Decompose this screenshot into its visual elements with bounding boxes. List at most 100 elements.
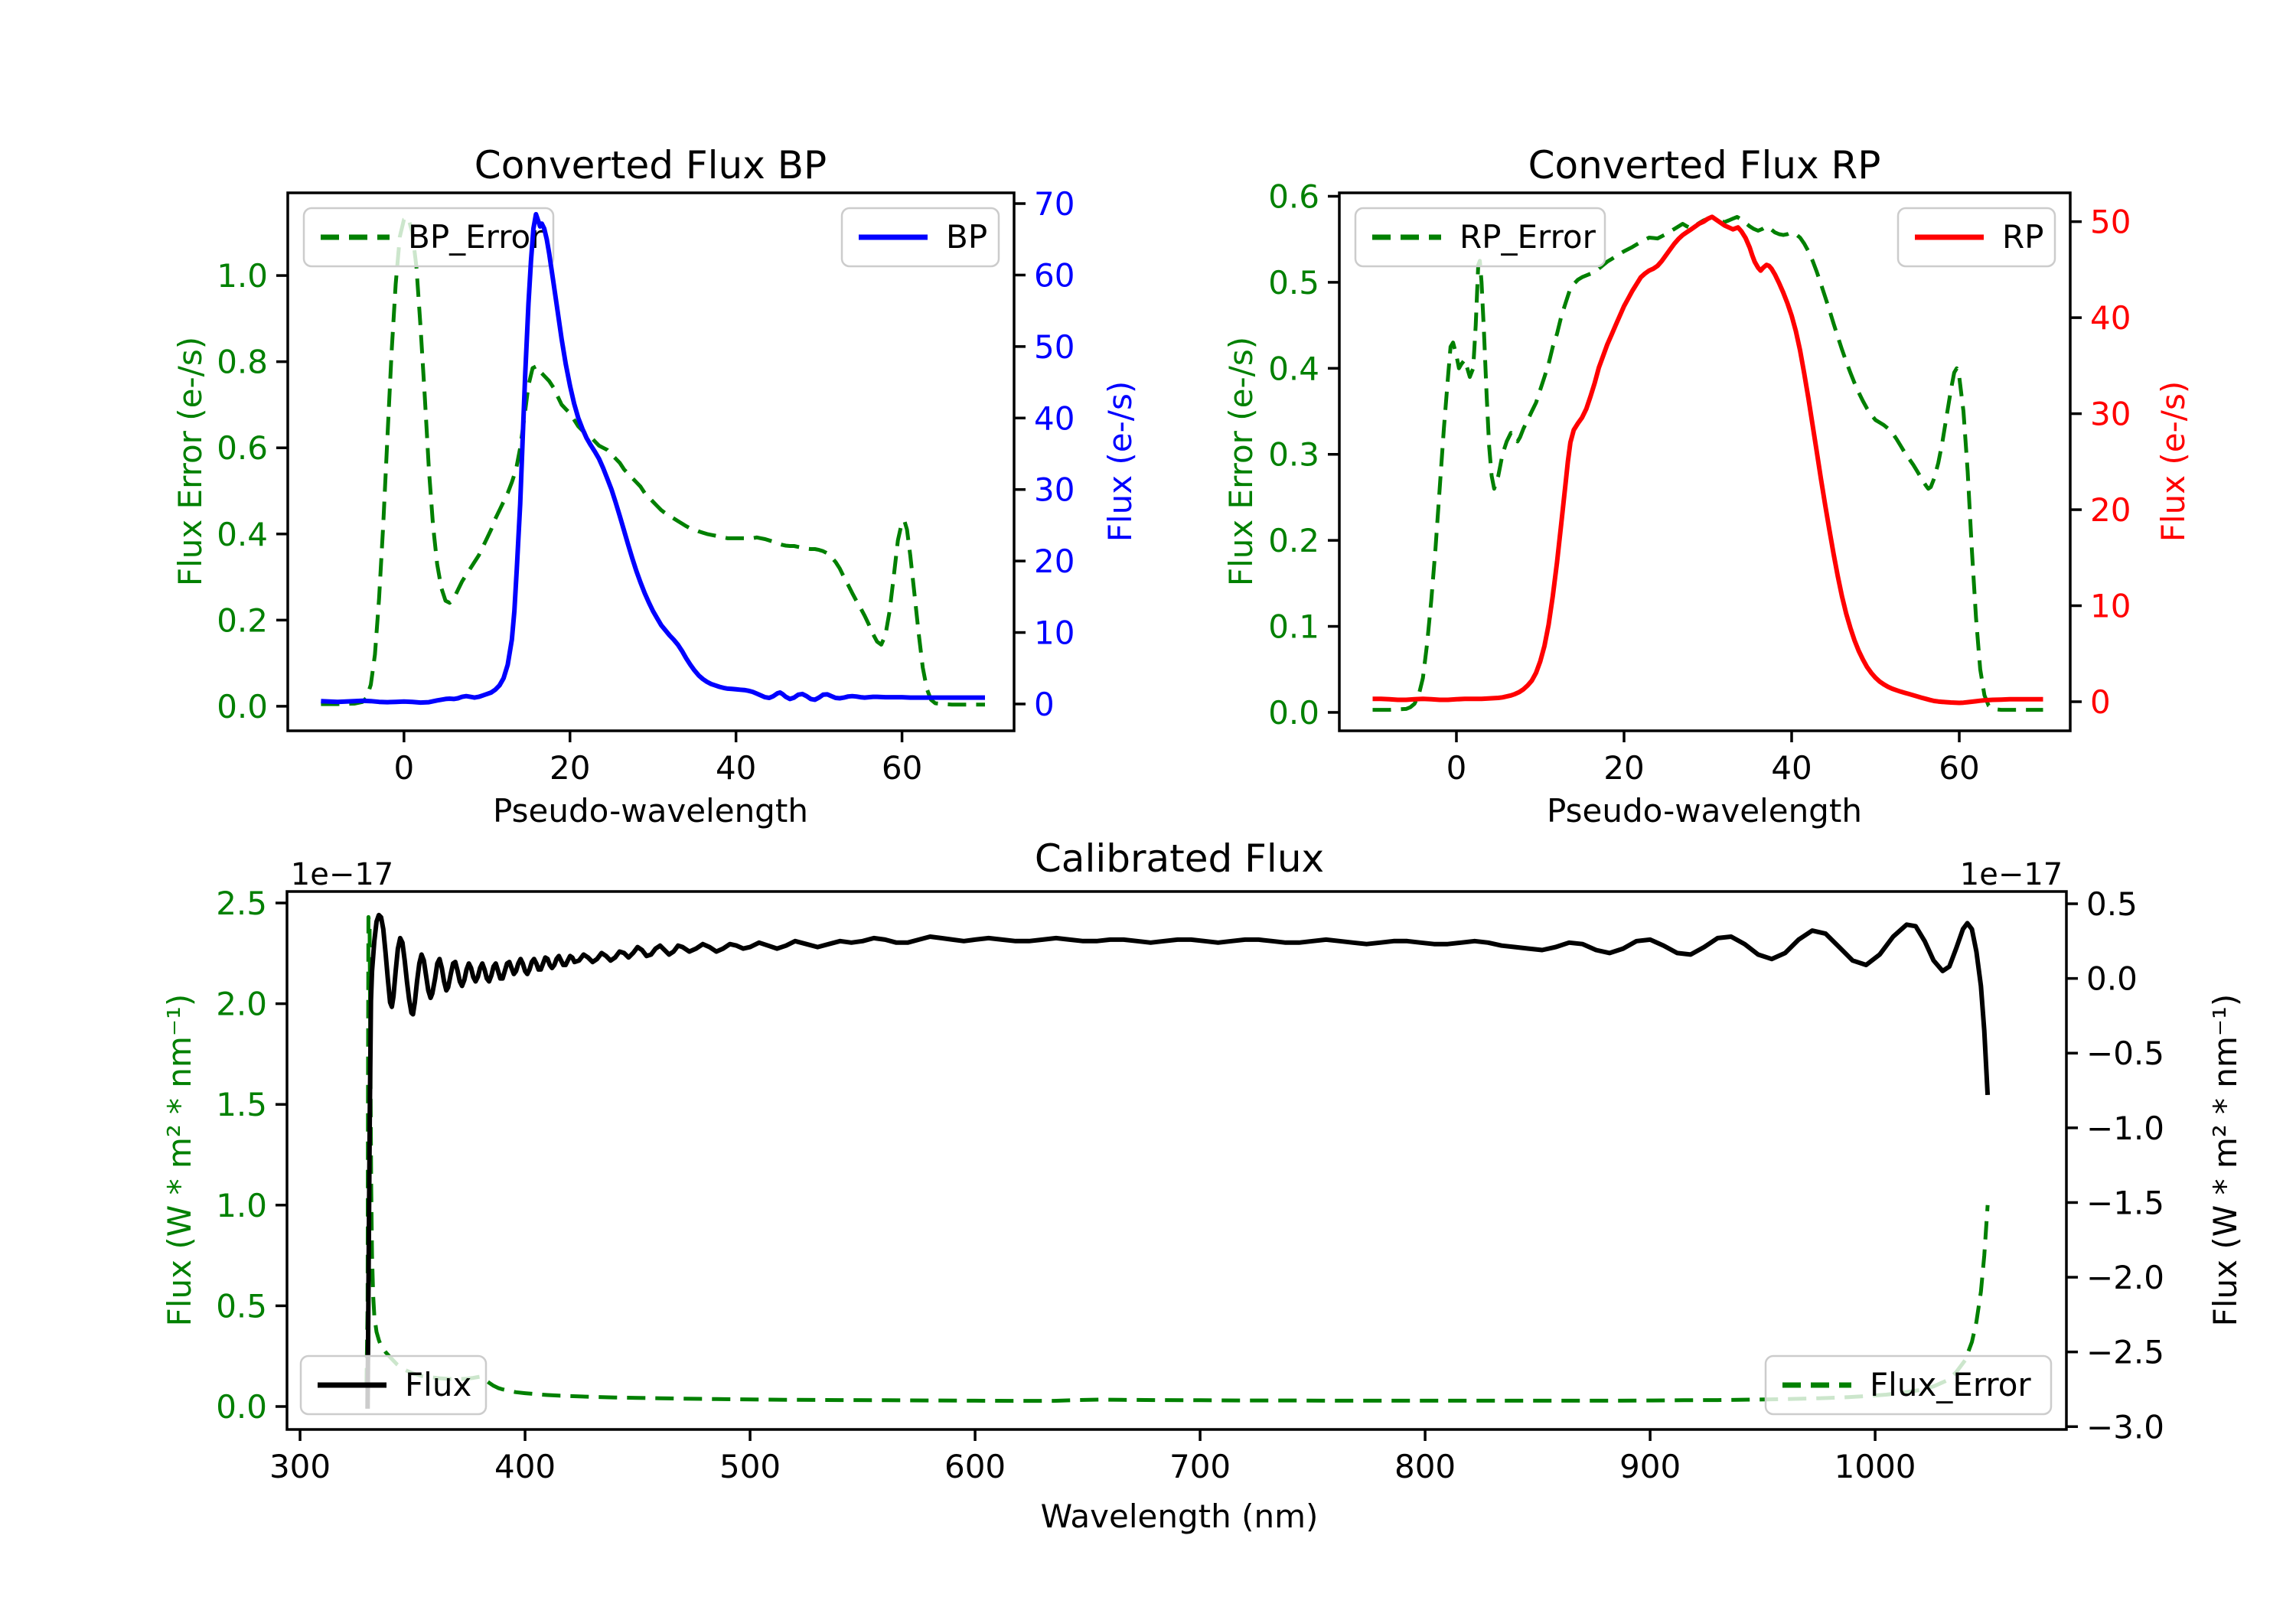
legend-label: Flux (405, 1366, 471, 1403)
y-left-tick-label: 0.4 (1268, 350, 1319, 387)
series-rp (1372, 214, 2043, 706)
y-axis-label-bottom-right: Flux (W * m² * nm⁻¹) (2206, 993, 2244, 1327)
y-left-tick-label: 0.5 (1268, 264, 1319, 302)
series-bp_error (321, 215, 985, 707)
y-axis-label-rp-right: Flux (e-/s) (2154, 380, 2192, 543)
y-left-tick-label: 0.2 (217, 601, 268, 639)
legend-label: BP (946, 218, 987, 256)
plot-frame (285, 890, 2068, 1431)
y-left-tick-label: 0.6 (1268, 178, 1319, 215)
x-tick-label: 800 (1394, 1448, 1456, 1485)
y-right-tick-label: −2.5 (2086, 1334, 2164, 1371)
x-tick-label: 500 (719, 1448, 781, 1485)
y-axis-label-bp-left: Flux Error (e-/s) (171, 336, 209, 587)
legend-box (1764, 1354, 2053, 1416)
legend-flux_error: Flux_Error (1764, 1354, 2053, 1416)
y-right-tick-label: 50 (2090, 204, 2131, 241)
x-tick-label: 0 (1446, 749, 1467, 787)
x-tick-label: 20 (1603, 749, 1644, 787)
y-left-tick-label: 1.5 (216, 1086, 267, 1123)
y-right-tick-label: −0.5 (2086, 1035, 2164, 1072)
x-tick-label: 400 (494, 1448, 556, 1485)
y-axis-label-bottom-left: Flux (W * m² * nm⁻¹) (161, 993, 198, 1327)
legend-label: BP_Error (408, 218, 544, 256)
legend-label: RP (2002, 218, 2044, 256)
x-tick-label: 40 (716, 749, 756, 787)
x-tick-label: 60 (1939, 749, 1979, 787)
y-right-tick-label: 0 (1034, 686, 1055, 723)
y-left-tick-label: 1.0 (217, 257, 268, 295)
y-right-tick-label: 30 (1034, 471, 1075, 509)
chart-title-calibrated: Calibrated Flux (1034, 836, 1325, 881)
series-flux (365, 912, 1991, 1409)
y-right-tick-label: −2.0 (2086, 1259, 2164, 1296)
series-rp_error (1372, 215, 2043, 712)
x-tick-label: 300 (269, 1448, 331, 1485)
legend-label: RP_Error (1459, 218, 1596, 256)
y-left-tick-label: 1.0 (216, 1187, 267, 1224)
y-left-tick-label: 0.3 (1268, 436, 1319, 474)
y-right-tick-label: 10 (2090, 588, 2131, 625)
legend-box (840, 207, 1000, 268)
x-tick-label: 60 (882, 749, 922, 787)
y-right-tick-label: 20 (2090, 491, 2131, 529)
x-tick-label: 600 (944, 1448, 1006, 1485)
x-tick-label: 40 (1771, 749, 1812, 787)
y-left-tick-label: 0.4 (217, 516, 268, 553)
legend-flux: Flux (299, 1354, 488, 1416)
plot-frame (286, 191, 1016, 732)
y-left-tick-label: 0.2 (1268, 522, 1319, 559)
y-left-tick-label: 0.0 (217, 688, 268, 725)
y-right-tick-label: 0.0 (2086, 960, 2138, 998)
x-tick-label: 0 (393, 749, 414, 787)
x-axis-label-rp: Pseudo-wavelength (1547, 792, 1862, 830)
legend-box (302, 207, 555, 268)
x-tick-label: 20 (550, 749, 590, 787)
y-left-tick-label: 2.5 (216, 885, 267, 922)
y-axis-label-rp-left: Flux Error (e-/s) (1222, 336, 1260, 587)
y-right-tick-label: −3.0 (2086, 1408, 2164, 1446)
plot-frame (1338, 191, 2072, 732)
y-right-tick-label: 60 (1034, 256, 1075, 294)
y-axis-label-bp-right: Flux (e-/s) (1101, 380, 1139, 543)
legend-box (1896, 207, 2056, 268)
legend-box (299, 1354, 488, 1416)
series-flux_error (364, 914, 1990, 1403)
y-right-tick-label: 20 (1034, 543, 1075, 580)
y-left-tick-label: 0.0 (216, 1388, 267, 1426)
x-tick-label: 1000 (1835, 1448, 1916, 1485)
y-right-tick-label: 40 (1034, 399, 1075, 437)
y-right-tick-label: 70 (1034, 185, 1075, 223)
legend-rp_error: RP_Error (1354, 207, 1606, 268)
axis-offset-label-right: 1e−17 (1959, 857, 2063, 892)
y-right-tick-label: 50 (1034, 328, 1075, 366)
chart-title-bp: Converted Flux BP (474, 143, 827, 187)
chart-title-rp: Converted Flux RP (1528, 143, 1881, 187)
y-left-tick-label: 0.1 (1268, 608, 1319, 646)
y-left-tick-label: 0.0 (1268, 694, 1319, 732)
legend-bp: BP (840, 207, 1000, 268)
y-left-tick-label: 2.0 (216, 986, 267, 1023)
y-right-tick-label: −1.0 (2086, 1110, 2164, 1147)
y-left-tick-label: 0.8 (217, 344, 268, 381)
y-right-tick-label: 0 (2090, 683, 2111, 721)
x-axis-label-bp: Pseudo-wavelength (493, 792, 808, 830)
y-left-tick-label: 0.6 (217, 429, 268, 467)
legend-label: Flux_Error (1870, 1366, 2031, 1403)
y-right-tick-label: 10 (1034, 614, 1075, 652)
y-right-tick-label: 30 (2090, 396, 2131, 433)
x-axis-label-bottom: Wavelength (nm) (1040, 1498, 1319, 1535)
legend-bp_error: BP_Error (302, 207, 555, 268)
x-tick-label: 900 (1619, 1448, 1681, 1485)
y-left-tick-label: 0.5 (216, 1287, 267, 1325)
axis-offset-label-left: 1e−17 (290, 857, 394, 892)
legend-box (1354, 207, 1606, 268)
x-tick-label: 700 (1169, 1448, 1231, 1485)
y-right-tick-label: 40 (2090, 299, 2131, 337)
y-right-tick-label: −1.5 (2086, 1184, 2164, 1221)
y-right-tick-label: 0.5 (2086, 885, 2138, 923)
